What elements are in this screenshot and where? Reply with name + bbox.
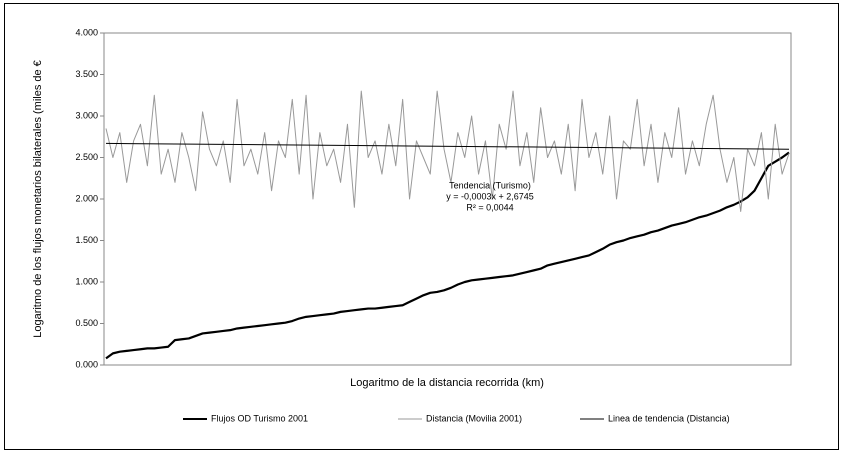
y-tick-label: 2.500 <box>75 152 98 162</box>
y-tick-label: 0.500 <box>75 318 98 328</box>
legend-label: Flujos OD Turismo 2001 <box>211 413 308 423</box>
legend-label: Distancia (Movilia 2001) <box>426 413 522 423</box>
legend-label: Linea de tendencia (Distancia) <box>608 413 730 423</box>
y-tick-label: 4.000 <box>75 27 98 37</box>
series-line <box>105 142 790 150</box>
y-tick-label: 2.000 <box>75 193 98 203</box>
series-line <box>105 151 790 360</box>
trend-annotation: R² = 0,0044 <box>466 202 513 212</box>
trend-annotation: y = -0,0003x + 2,6745 <box>446 191 534 201</box>
plot-area <box>103 32 792 366</box>
x-axis-title: Logaritmo de la distancia recorrida (km) <box>350 377 544 389</box>
y-axis-title: Logaritmo de los flujos monetarios bilat… <box>32 60 44 338</box>
y-tick-label: 1.000 <box>75 276 98 286</box>
y-tick-label: 1.500 <box>75 235 98 245</box>
series-line <box>105 90 790 212</box>
trend-annotation: Tendencia (Turismo) <box>449 180 531 190</box>
y-tick-label: 0.000 <box>75 359 98 369</box>
y-tick-label: 3.500 <box>75 69 98 79</box>
y-tick-label: 3.000 <box>75 110 98 120</box>
